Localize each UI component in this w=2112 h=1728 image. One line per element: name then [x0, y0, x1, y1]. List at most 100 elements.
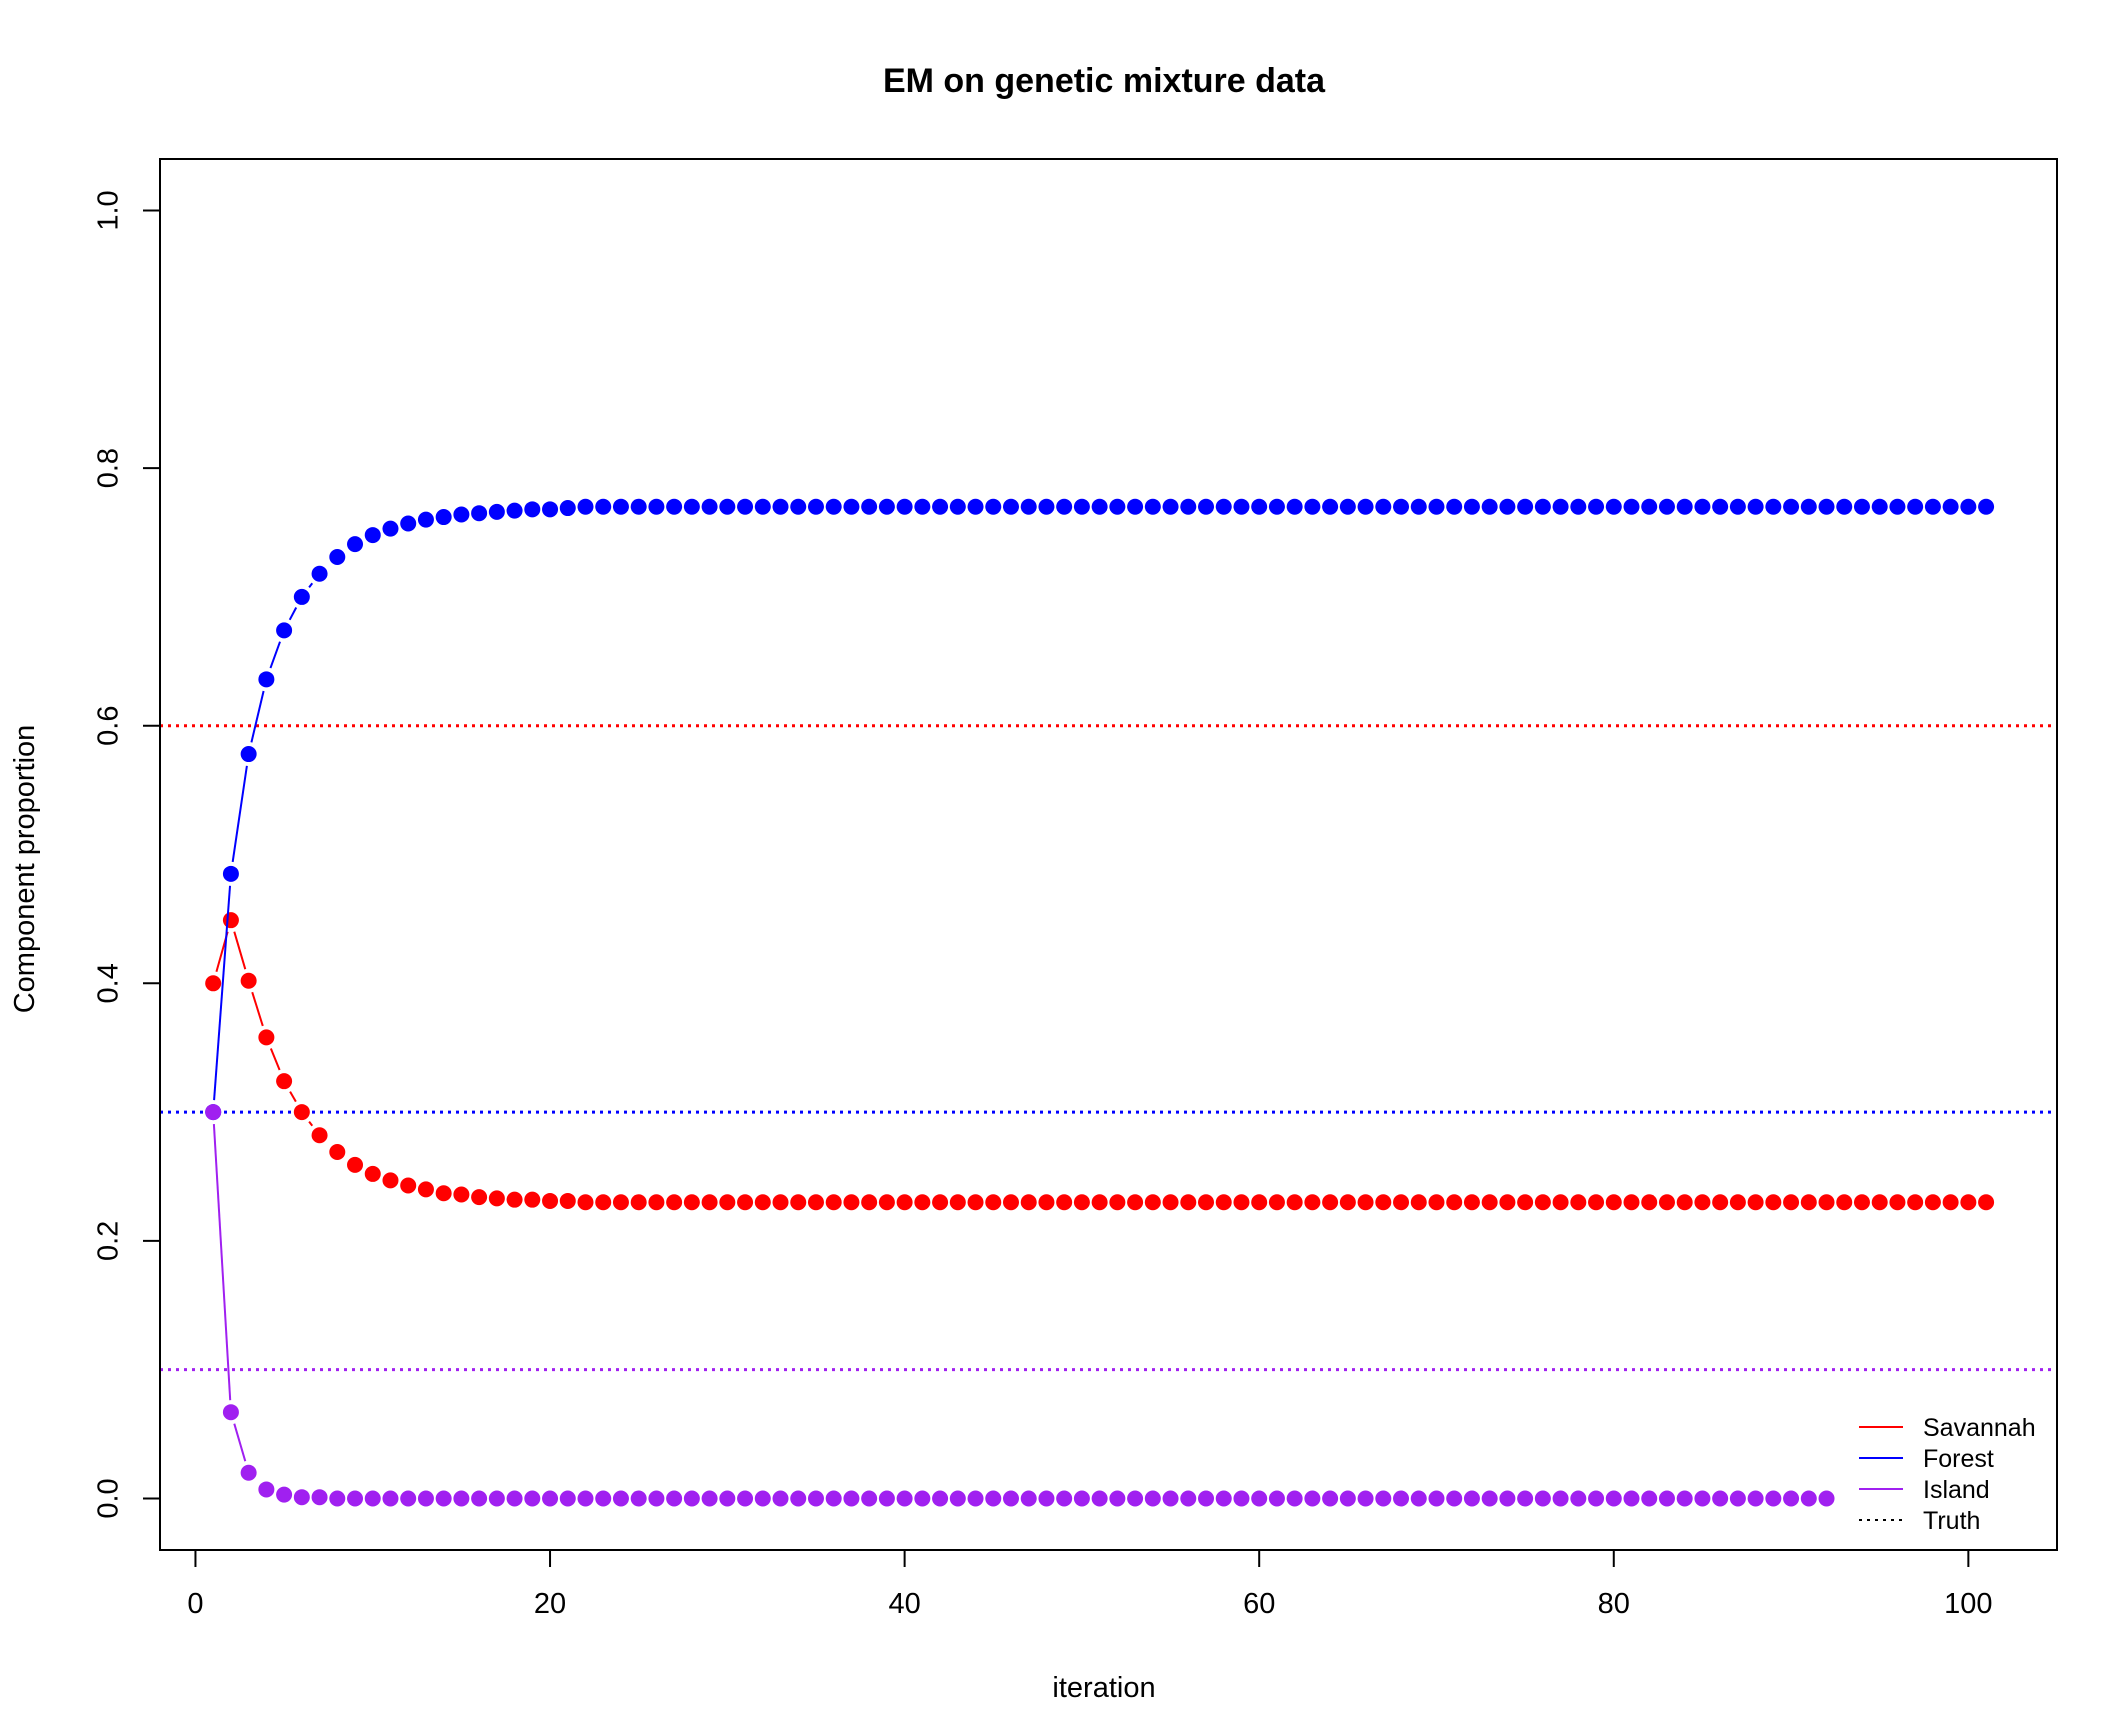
data-point-forest	[1375, 498, 1392, 515]
data-point-island	[1180, 1490, 1197, 1507]
data-point-forest	[222, 865, 239, 882]
data-point-island	[1091, 1490, 1108, 1507]
data-point-island	[1552, 1490, 1569, 1507]
data-point-forest	[1251, 498, 1268, 515]
y-tick-label: 0.6	[93, 706, 125, 746]
data-point-forest	[311, 565, 328, 582]
data-point-savannah	[1038, 1194, 1055, 1211]
data-point-forest	[1056, 498, 1073, 515]
data-point-forest	[1800, 498, 1817, 515]
legend-background	[1835, 1404, 2056, 1549]
series-segment-savannah	[308, 1121, 314, 1127]
data-point-forest	[630, 498, 647, 515]
data-point-forest	[1304, 498, 1321, 515]
data-point-forest	[1570, 498, 1587, 515]
data-point-forest	[985, 498, 1002, 515]
data-point-island	[1162, 1490, 1179, 1507]
x-tick-label: 60	[1243, 1588, 1275, 1620]
x-tick-label: 100	[1944, 1588, 1992, 1620]
data-point-island	[1304, 1490, 1321, 1507]
data-point-savannah	[311, 1127, 328, 1144]
x-axis-label: iteration	[1052, 1672, 1155, 1704]
data-point-forest	[1215, 498, 1232, 515]
data-point-island	[1198, 1490, 1215, 1507]
data-point-forest	[453, 506, 470, 523]
data-point-island	[293, 1489, 310, 1506]
data-point-savannah	[1783, 1194, 1800, 1211]
data-point-forest	[524, 501, 541, 518]
data-point-island	[1747, 1490, 1764, 1507]
data-point-island	[1783, 1490, 1800, 1507]
legend-label-forest: Forest	[1923, 1445, 1994, 1473]
data-point-island	[1109, 1490, 1126, 1507]
data-point-forest	[790, 498, 807, 515]
data-point-island	[1127, 1490, 1144, 1507]
data-point-savannah	[1251, 1194, 1268, 1211]
data-point-savannah	[1304, 1194, 1321, 1211]
data-point-forest	[276, 622, 293, 639]
data-point-savannah	[1286, 1194, 1303, 1211]
data-point-island	[205, 1104, 222, 1121]
data-point-forest	[364, 527, 381, 544]
data-point-island	[1410, 1490, 1427, 1507]
data-point-forest	[1942, 498, 1959, 515]
data-point-savannah	[896, 1194, 913, 1211]
data-point-island	[1463, 1490, 1480, 1507]
data-point-savannah	[1481, 1194, 1498, 1211]
data-point-savannah	[967, 1194, 984, 1211]
data-point-island	[1570, 1490, 1587, 1507]
data-point-island	[914, 1490, 931, 1507]
data-point-island	[932, 1490, 949, 1507]
data-point-savannah	[205, 975, 222, 992]
data-point-forest	[878, 498, 895, 515]
data-point-savannah	[1144, 1194, 1161, 1211]
data-point-savannah	[949, 1194, 966, 1211]
data-point-savannah	[1091, 1194, 1108, 1211]
plot-border	[159, 158, 2058, 1551]
data-point-island	[1322, 1490, 1339, 1507]
data-point-island	[1729, 1490, 1746, 1507]
series-segment-forest	[269, 641, 281, 669]
data-point-forest	[1357, 498, 1374, 515]
data-point-island	[276, 1486, 293, 1503]
data-point-island	[364, 1490, 381, 1507]
data-point-savannah	[1694, 1194, 1711, 1211]
data-point-savannah	[754, 1194, 771, 1211]
data-point-savannah	[878, 1194, 895, 1211]
data-point-forest	[1853, 498, 1870, 515]
data-point-island	[1641, 1490, 1658, 1507]
data-point-savannah	[1605, 1194, 1622, 1211]
data-point-forest	[1463, 498, 1480, 515]
data-point-savannah	[364, 1165, 381, 1182]
data-point-island	[577, 1490, 594, 1507]
data-point-savannah	[1020, 1194, 1037, 1211]
data-point-savannah	[240, 972, 257, 989]
data-point-forest	[435, 509, 452, 526]
data-point-forest	[949, 498, 966, 515]
data-point-savannah	[1463, 1194, 1480, 1211]
data-point-forest	[1286, 498, 1303, 515]
data-point-savannah	[1747, 1194, 1764, 1211]
data-point-island	[488, 1490, 505, 1507]
data-point-island	[1233, 1490, 1250, 1507]
data-point-savannah	[1924, 1194, 1941, 1211]
y-axis-label: Component proportion	[9, 725, 41, 1014]
data-point-savannah	[276, 1073, 293, 1090]
data-point-island	[701, 1490, 718, 1507]
series-forest	[205, 498, 1995, 1121]
data-point-forest	[1038, 498, 1055, 515]
legend-label-truth: Truth	[1923, 1507, 1980, 1535]
data-point-island	[1694, 1490, 1711, 1507]
data-point-forest	[1623, 498, 1640, 515]
data-point-savannah	[719, 1194, 736, 1211]
data-point-savannah	[1127, 1194, 1144, 1211]
data-point-forest	[577, 498, 594, 515]
data-point-savannah	[1534, 1194, 1551, 1211]
data-point-savannah	[1499, 1194, 1516, 1211]
data-point-island	[311, 1489, 328, 1506]
plot-area	[160, 498, 2057, 1507]
series-savannah	[205, 912, 1995, 1211]
data-point-savannah	[1109, 1194, 1126, 1211]
data-point-island	[1588, 1490, 1605, 1507]
data-point-island	[1339, 1490, 1356, 1507]
